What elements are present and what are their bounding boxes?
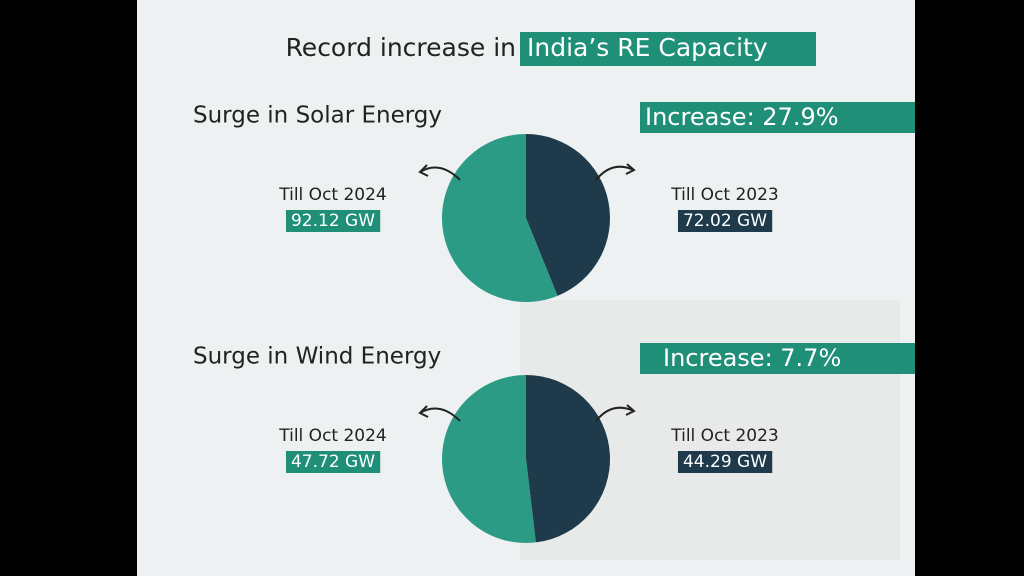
value-label: 92.12 GW bbox=[291, 211, 375, 231]
chart-subtitle: Surge in Wind Energy bbox=[193, 344, 441, 370]
value-label: 72.02 GW bbox=[683, 211, 767, 231]
arrow-head bbox=[625, 163, 636, 175]
arrow-head bbox=[625, 404, 636, 416]
title-highlight-box bbox=[520, 32, 816, 66]
value-label: 44.29 GW bbox=[683, 452, 767, 472]
slice-label: Till Oct 2024 bbox=[278, 426, 387, 446]
slice-label: Till Oct 2023 bbox=[670, 426, 779, 446]
value-label-box bbox=[677, 210, 773, 232]
value-label-box bbox=[285, 210, 381, 232]
arrow bbox=[419, 166, 461, 181]
value-label-box bbox=[677, 451, 773, 473]
value-label: 47.72 GW bbox=[291, 452, 375, 472]
slice-label: Till Oct 2023 bbox=[670, 185, 779, 205]
chart-subtitle: Surge in Solar Energy bbox=[193, 103, 442, 129]
annotation: Increase: 7.7% bbox=[663, 344, 841, 372]
annotation-box bbox=[640, 343, 915, 374]
pie-slice bbox=[526, 134, 610, 296]
arrow-head bbox=[418, 164, 429, 177]
title: Record increase in bbox=[286, 33, 516, 62]
annotation-box bbox=[640, 102, 915, 133]
arrow bbox=[595, 406, 635, 422]
pie-slice bbox=[526, 375, 611, 543]
title-highlight: India’s RE Capacity bbox=[527, 33, 768, 62]
pie-slice bbox=[441, 134, 558, 302]
slice-label: Till Oct 2024 bbox=[278, 185, 387, 205]
arrow-head bbox=[418, 405, 429, 418]
pie-slice bbox=[442, 375, 536, 543]
value-label-box bbox=[285, 451, 381, 473]
arrow bbox=[419, 407, 461, 422]
annotation: Increase: 27.9% bbox=[645, 103, 839, 131]
arrow bbox=[595, 165, 635, 181]
